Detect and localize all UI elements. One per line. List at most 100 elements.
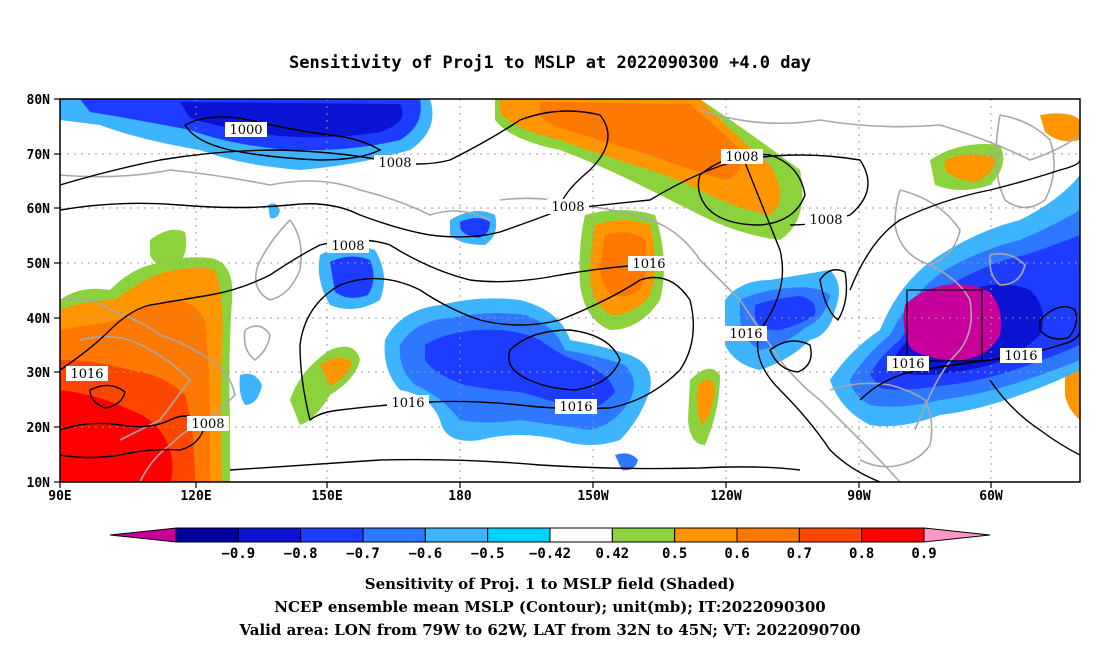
colorbar-label: −0.7 xyxy=(346,546,380,562)
lat-label-20n: 20N xyxy=(27,421,51,436)
lat-label-10n: 10N xyxy=(27,476,51,491)
coastline-east-asia xyxy=(60,297,236,482)
colorbar-swatch xyxy=(175,527,239,543)
colorbar-label: −0.42 xyxy=(529,546,571,562)
colorbar-label: 0.5 xyxy=(662,546,687,562)
colorbar-label: 0.9 xyxy=(911,546,936,562)
colorbar-swatch xyxy=(237,527,302,543)
contour-1008-north xyxy=(60,110,869,226)
mslp-contours xyxy=(60,110,1080,482)
contour-label-bg xyxy=(805,212,847,227)
coastlines xyxy=(60,109,1080,482)
lat-label-30n: 30N xyxy=(27,366,51,381)
colorbar-label: 0.42 xyxy=(595,546,629,562)
contour-label-bg xyxy=(225,122,267,137)
coastline-newfoundland xyxy=(988,252,1026,286)
caption-line-2: NCEP ensemble mean MSLP (Contour); unit(… xyxy=(274,598,825,616)
colorbar-label: −0.5 xyxy=(471,546,505,562)
lat-label-70n: 70N xyxy=(27,148,51,163)
map-area: 1000 1008 1008 1008 1008 1008 1016 1016 1016 1016… xyxy=(27,93,1081,504)
contour-label-bg xyxy=(374,155,416,170)
neg-region-kamchatka-core xyxy=(330,256,374,298)
contour-label-bg xyxy=(66,366,108,381)
contour-1016-east xyxy=(739,149,881,482)
colorbar-swatch xyxy=(424,527,489,543)
contour-1016-inner xyxy=(508,329,621,391)
lat-label-50n: 50N xyxy=(27,257,51,272)
lon-labels: 90E 120E 150E 180 150W 120W 90W 60W xyxy=(48,489,1003,504)
lat-label-60n: 60N xyxy=(27,202,51,217)
coastline-siberia xyxy=(60,169,491,221)
colorbar-swatch xyxy=(674,527,738,543)
contour-1016-center xyxy=(299,276,695,422)
figure-title: Sensitivity of Proj1 to MSLP at 20220903… xyxy=(289,53,811,73)
lat-label-40n: 40N xyxy=(27,312,51,327)
valid-area-box xyxy=(906,289,983,362)
contour-1008-mid xyxy=(60,202,561,238)
pos-region-kamchatka xyxy=(150,229,187,268)
neg-region-aleutian-core xyxy=(460,218,490,238)
pos-region-northeast-core xyxy=(945,154,995,182)
colorbar-swatch xyxy=(798,527,863,543)
colorbar: −0.9 −0.8 −0.7 −0.6 −0.5 −0.42 0.42 0.5 0.6 0.7 0.… xyxy=(109,527,991,562)
contour-label: 1008 xyxy=(191,417,224,432)
lat-labels: 80N 70N 60N 50N 40N 30N 20N 10N xyxy=(27,93,51,491)
neg-region-nepacific-deep xyxy=(755,296,816,331)
colorbar-arrow-low xyxy=(109,527,177,543)
lon-label-150w: 150W xyxy=(577,489,608,504)
colorbar-label: 0.7 xyxy=(787,546,812,562)
lon-label-90w: 90W xyxy=(847,489,871,504)
contour-label: 1008 xyxy=(809,213,842,228)
pos-region-valid-box xyxy=(903,284,1002,361)
contour-label-bg xyxy=(721,149,763,164)
lon-label-120e: 120E xyxy=(180,489,211,504)
pos-region-arctic-east xyxy=(1040,113,1080,142)
lon-label-120w: 120W xyxy=(710,489,741,504)
colorbar-label: −0.8 xyxy=(284,546,318,562)
pos-region-subtropic-core xyxy=(320,357,352,386)
contour-1016-americas xyxy=(849,159,1080,291)
neg-region-small-west xyxy=(239,373,262,405)
colorbar-label: 0.8 xyxy=(849,546,874,562)
colorbar-swatch xyxy=(487,527,551,543)
lon-label-60w: 60W xyxy=(979,489,1003,504)
map-frame xyxy=(59,98,1081,483)
colorbar-swatch xyxy=(861,527,925,543)
pos-region-asia-max xyxy=(60,390,173,482)
contour-1016-south xyxy=(229,458,801,471)
contour-label-bg xyxy=(1000,348,1042,363)
contour-label-bg xyxy=(187,416,229,431)
pos-region-east-edge xyxy=(1065,368,1080,420)
pos-region-tropic-core xyxy=(697,379,715,425)
contour-label: 1008 xyxy=(551,200,584,215)
colorbar-label: −0.6 xyxy=(408,546,442,562)
contour-label: 1000 xyxy=(229,123,262,138)
contour-label-bg xyxy=(327,238,369,253)
colorbar-swatch xyxy=(362,527,426,543)
contour-label: 1008 xyxy=(331,239,364,254)
contour-label: 1016 xyxy=(70,367,103,382)
lon-label-180: 180 xyxy=(448,489,472,504)
contour-label: 1008 xyxy=(725,150,758,165)
contour-label-bg xyxy=(628,256,670,271)
colorbar-label: −0.9 xyxy=(221,546,255,562)
coastline-greenland xyxy=(995,114,1055,209)
contour-label: 1016 xyxy=(559,400,592,415)
contour-labels: 1000 1008 1008 1008 1008 1008 1016 1016 1016 1016… xyxy=(66,122,1042,432)
contour-label-bg xyxy=(725,326,767,341)
pos-region-arctic-core xyxy=(539,102,741,180)
contour-1008-hudson xyxy=(819,269,848,322)
pos-region-npacific-core xyxy=(600,232,647,297)
colorbar-swatch xyxy=(300,527,364,543)
caption-line-3: Valid area: LON from 79W to 62W, LAT fro… xyxy=(238,621,860,639)
lon-label-90e: 90E xyxy=(48,489,71,504)
coastline-gulf xyxy=(829,382,933,468)
colorbar-swatch xyxy=(549,527,613,543)
lat-label-80n: 80N xyxy=(27,93,51,108)
coastline-japan xyxy=(243,325,271,362)
contour-1016-atl-loop xyxy=(1039,306,1078,340)
contour-1008-namerica xyxy=(769,340,812,373)
contour-label-bg xyxy=(387,395,429,410)
colorbar-swatch xyxy=(736,527,800,543)
